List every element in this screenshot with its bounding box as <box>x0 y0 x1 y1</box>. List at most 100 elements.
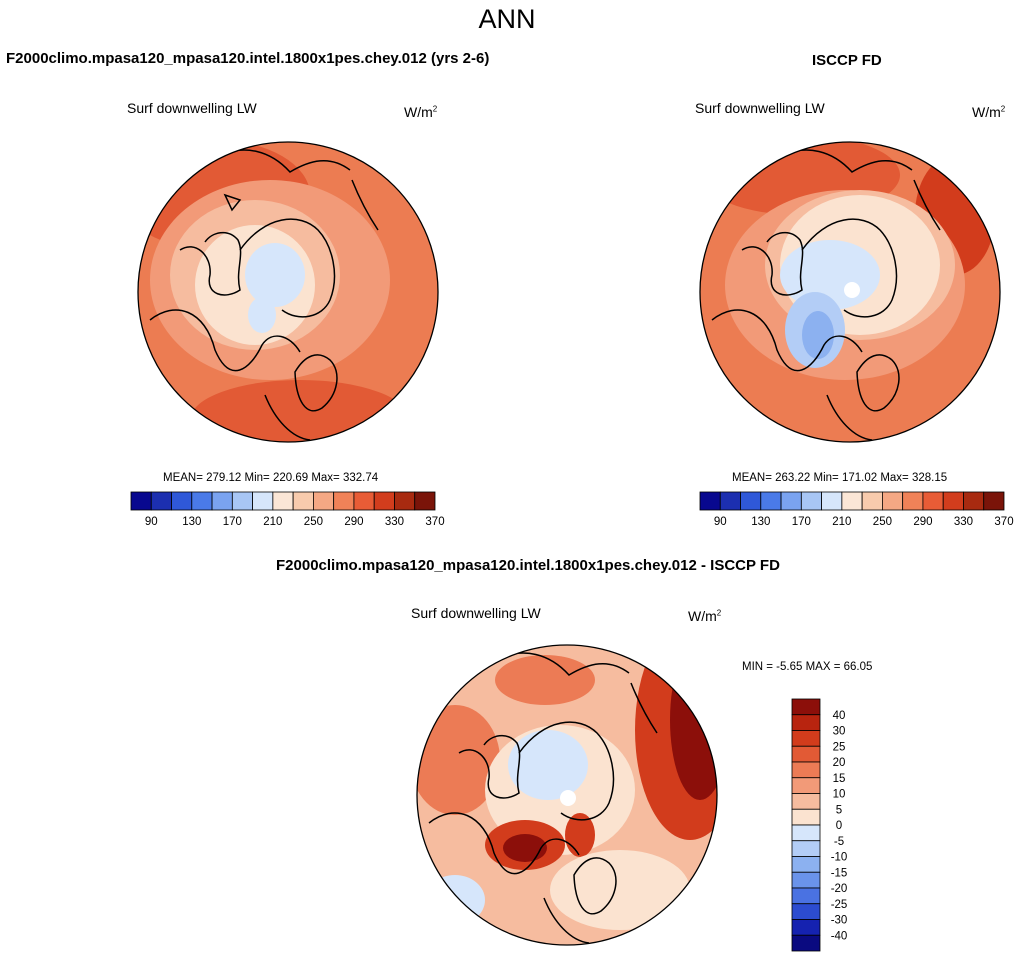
panel2-variable: Surf downwelling LW <box>695 100 825 116</box>
colorbar-tick-label: -5 <box>834 836 844 848</box>
colorbar-swatch <box>791 919 821 936</box>
colorbar-swatch <box>231 491 253 511</box>
colorbar-tick-label: 170 <box>792 516 811 528</box>
colorbar-swatch <box>272 491 294 511</box>
colorbar-swatch <box>780 491 802 511</box>
panel2-units: W/m2 <box>972 104 1006 120</box>
colorbar-tick-label: 250 <box>304 516 323 528</box>
colorbar-tick-label: 170 <box>223 516 242 528</box>
colorbar-swatch <box>861 491 883 511</box>
colorbar-swatch <box>791 745 821 763</box>
colorbar-tick-label: 20 <box>833 757 846 769</box>
colorbar-tick-label: 130 <box>751 516 770 528</box>
colorbar-tick-label: 90 <box>714 516 727 528</box>
colorbar-1: 90 130 170 210 250 290 330 370 <box>130 491 445 528</box>
colorbar-swatch <box>922 491 944 511</box>
colorbar-tick-label: -40 <box>831 930 848 942</box>
colorbar-swatch <box>942 491 964 511</box>
colorbar-swatch <box>791 808 821 826</box>
panel1-variable: Surf downwelling LW <box>127 100 257 116</box>
colorbar-tick-label: 10 <box>833 789 846 801</box>
colorbar-swatch <box>719 491 741 511</box>
colorbar-swatch <box>791 871 821 889</box>
colorbar-swatch <box>791 840 821 857</box>
colorbar-tick-label: 370 <box>994 516 1013 528</box>
colorbar-swatch <box>791 887 821 905</box>
colorbar-swatch <box>791 856 821 873</box>
colorbar-swatch <box>791 730 821 747</box>
colorbar-tick-label: 0 <box>836 820 842 832</box>
colorbar-swatch <box>150 491 172 511</box>
colorbar-tick-label: 290 <box>913 516 932 528</box>
map2-coastlines <box>711 149 941 441</box>
colorbar-tick-label: 5 <box>836 804 842 816</box>
colorbar-tick-label: 130 <box>182 516 201 528</box>
colorbar-tick-label: -30 <box>831 915 848 927</box>
panel2-title: ISCCP FD <box>812 52 882 69</box>
colorbar-swatch <box>414 491 436 511</box>
colorbar-swatch <box>882 491 904 511</box>
colorbar-swatch <box>983 491 1005 511</box>
colorbar-swatch <box>791 824 821 842</box>
colorbar-swatch <box>353 491 375 511</box>
panel1-stats: MEAN= 279.12 Min= 220.69 Max= 332.74 <box>163 472 379 484</box>
panel1-units: W/m2 <box>404 104 438 120</box>
colorbar-swatch <box>791 934 821 952</box>
colorbar-swatch <box>740 491 762 511</box>
colorbar-tick-label: -25 <box>831 899 848 911</box>
map1-field <box>138 142 438 442</box>
colorbar-tick-label: 290 <box>344 516 363 528</box>
map1-coastlines <box>149 149 379 441</box>
colorbar-tick-label: 330 <box>385 516 404 528</box>
map3-coastlines <box>428 652 658 944</box>
colorbar-swatch <box>821 491 843 511</box>
colorbar-2: 90 130 170 210 250 290 330 370 <box>699 491 1014 528</box>
colorbar-tick-label: 210 <box>832 516 851 528</box>
panel3-stats: MIN = -5.65 MAX = 66.05 <box>742 661 873 673</box>
map3-border <box>416 644 718 946</box>
colorbar-swatch <box>791 793 821 810</box>
colorbar-swatch <box>791 903 821 920</box>
colorbar-swatch <box>394 491 416 511</box>
colorbar-swatch <box>963 491 985 511</box>
colorbar-tick-label: 25 <box>833 741 846 753</box>
colorbar-swatch <box>333 491 355 511</box>
colorbar-tick-label: -20 <box>831 883 848 895</box>
colorbar-3: 40 30 25 20 15 10 5 0 -5 -10 -15 -20 -25 -30 -40 <box>791 698 848 952</box>
panel2-stats: MEAN= 263.22 Min= 171.02 Max= 328.15 <box>732 472 948 484</box>
panel3-variable: Surf downwelling LW <box>411 605 541 621</box>
colorbar-swatch <box>800 491 822 511</box>
map2-border <box>699 141 1001 443</box>
colorbar-tick-label: 90 <box>145 516 158 528</box>
colorbar-tick-label: 210 <box>263 516 282 528</box>
map2-field <box>700 142 1000 442</box>
colorbar-swatch <box>191 491 213 511</box>
colorbar-tick-label: 330 <box>954 516 973 528</box>
colorbar-swatch <box>791 714 821 731</box>
colorbar-tick-label: 250 <box>873 516 892 528</box>
colorbar-swatch <box>171 491 193 511</box>
colorbar-tick-label: -10 <box>831 852 848 864</box>
map1-border <box>137 141 439 443</box>
colorbar-swatch <box>373 491 395 511</box>
panel3-title: F2000climo.mpasa120_mpasa120.intel.1800x… <box>276 557 780 574</box>
colorbar-swatch <box>791 761 821 779</box>
colorbar-swatch <box>760 491 782 511</box>
colorbar-swatch <box>292 491 314 511</box>
panel3-units: W/m2 <box>688 608 722 624</box>
panel1-title: F2000climo.mpasa120_mpasa120.intel.1800x… <box>6 50 490 67</box>
colorbar-swatch <box>252 491 274 511</box>
colorbar-swatch <box>312 491 335 511</box>
colorbar-swatch <box>211 491 233 511</box>
colorbar-tick-label: 40 <box>833 710 846 722</box>
colorbar-swatch <box>699 491 721 511</box>
colorbar-tick-label: 30 <box>833 726 846 738</box>
colorbar-swatch <box>791 777 821 794</box>
colorbar-tick-label: 15 <box>833 773 846 785</box>
colorbar-swatch <box>130 491 152 511</box>
season-title: ANN <box>478 4 536 34</box>
colorbar-tick-label: 370 <box>425 516 444 528</box>
colorbar-tick-label: -15 <box>831 867 848 879</box>
colorbar-swatch <box>902 491 924 511</box>
